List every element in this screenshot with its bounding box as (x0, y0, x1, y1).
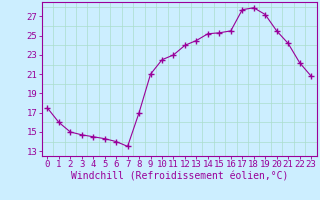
X-axis label: Windchill (Refroidissement éolien,°C): Windchill (Refroidissement éolien,°C) (70, 172, 288, 182)
